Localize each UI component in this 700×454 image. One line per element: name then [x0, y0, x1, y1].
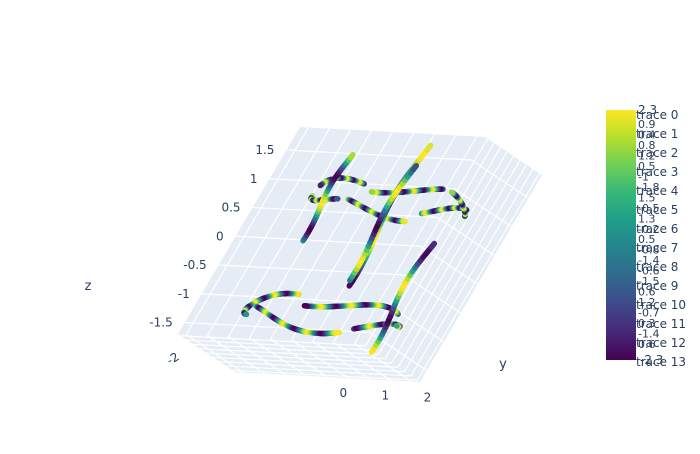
- z-tick-label: 0.5: [221, 201, 240, 215]
- legend-item[interactable]: trace 8: [636, 260, 678, 274]
- y-tick-label: 1: [382, 388, 390, 402]
- legend-item[interactable]: trace 10: [636, 298, 686, 312]
- legend-item[interactable]: trace 2: [636, 146, 678, 160]
- legend-item[interactable]: trace 11: [636, 317, 686, 331]
- z-tick-label: 1: [250, 172, 258, 186]
- x-tick-label: -2: [164, 350, 182, 368]
- legend-item[interactable]: trace 13: [636, 355, 686, 369]
- trace-10-segment: [427, 145, 431, 150]
- y-tick-label: 2: [424, 391, 432, 405]
- z-tick-label: -1.5: [149, 316, 172, 330]
- z-tick-label: -1: [178, 287, 190, 301]
- legend-item[interactable]: trace 9: [636, 279, 678, 293]
- colorbar-gradient: [606, 110, 636, 360]
- legend-item[interactable]: trace 4: [636, 184, 678, 198]
- z-tick-label: 0: [216, 229, 224, 243]
- y-tick-label: 0: [340, 386, 348, 400]
- scene-pane: [178, 127, 542, 382]
- trace-13-segment: [351, 155, 353, 158]
- trace-11-segment: [413, 166, 416, 170]
- legend-item[interactable]: trace 12: [636, 336, 686, 350]
- legend-item[interactable]: trace 7: [636, 241, 678, 255]
- legend-item[interactable]: trace 0: [636, 108, 678, 122]
- z-axis-title: z: [85, 279, 92, 294]
- z-tick-label: 1.5: [255, 143, 274, 157]
- legend-item[interactable]: trace 3: [636, 165, 678, 179]
- y-axis-title: y: [499, 357, 507, 372]
- legend-item[interactable]: trace 5: [636, 203, 678, 217]
- z-tick-label: -0.5: [183, 258, 206, 272]
- trace-12-segment: [432, 244, 435, 248]
- legend-item[interactable]: trace 1: [636, 127, 678, 141]
- legend-item[interactable]: trace 6: [636, 222, 678, 236]
